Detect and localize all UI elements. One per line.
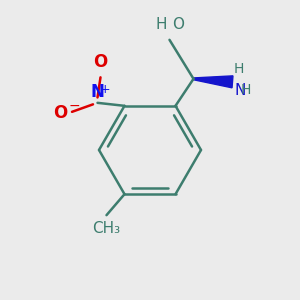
Text: +: +: [100, 83, 110, 96]
Text: O: O: [172, 17, 184, 32]
Text: O: O: [93, 53, 108, 71]
Text: N: N: [91, 83, 104, 101]
Text: O: O: [53, 104, 68, 122]
Text: CH₃: CH₃: [92, 220, 121, 236]
Text: N: N: [234, 83, 245, 98]
Polygon shape: [194, 76, 233, 88]
Text: H: H: [155, 17, 166, 32]
Text: −: −: [69, 99, 81, 113]
Text: H: H: [241, 83, 251, 97]
Text: H: H: [234, 62, 244, 76]
